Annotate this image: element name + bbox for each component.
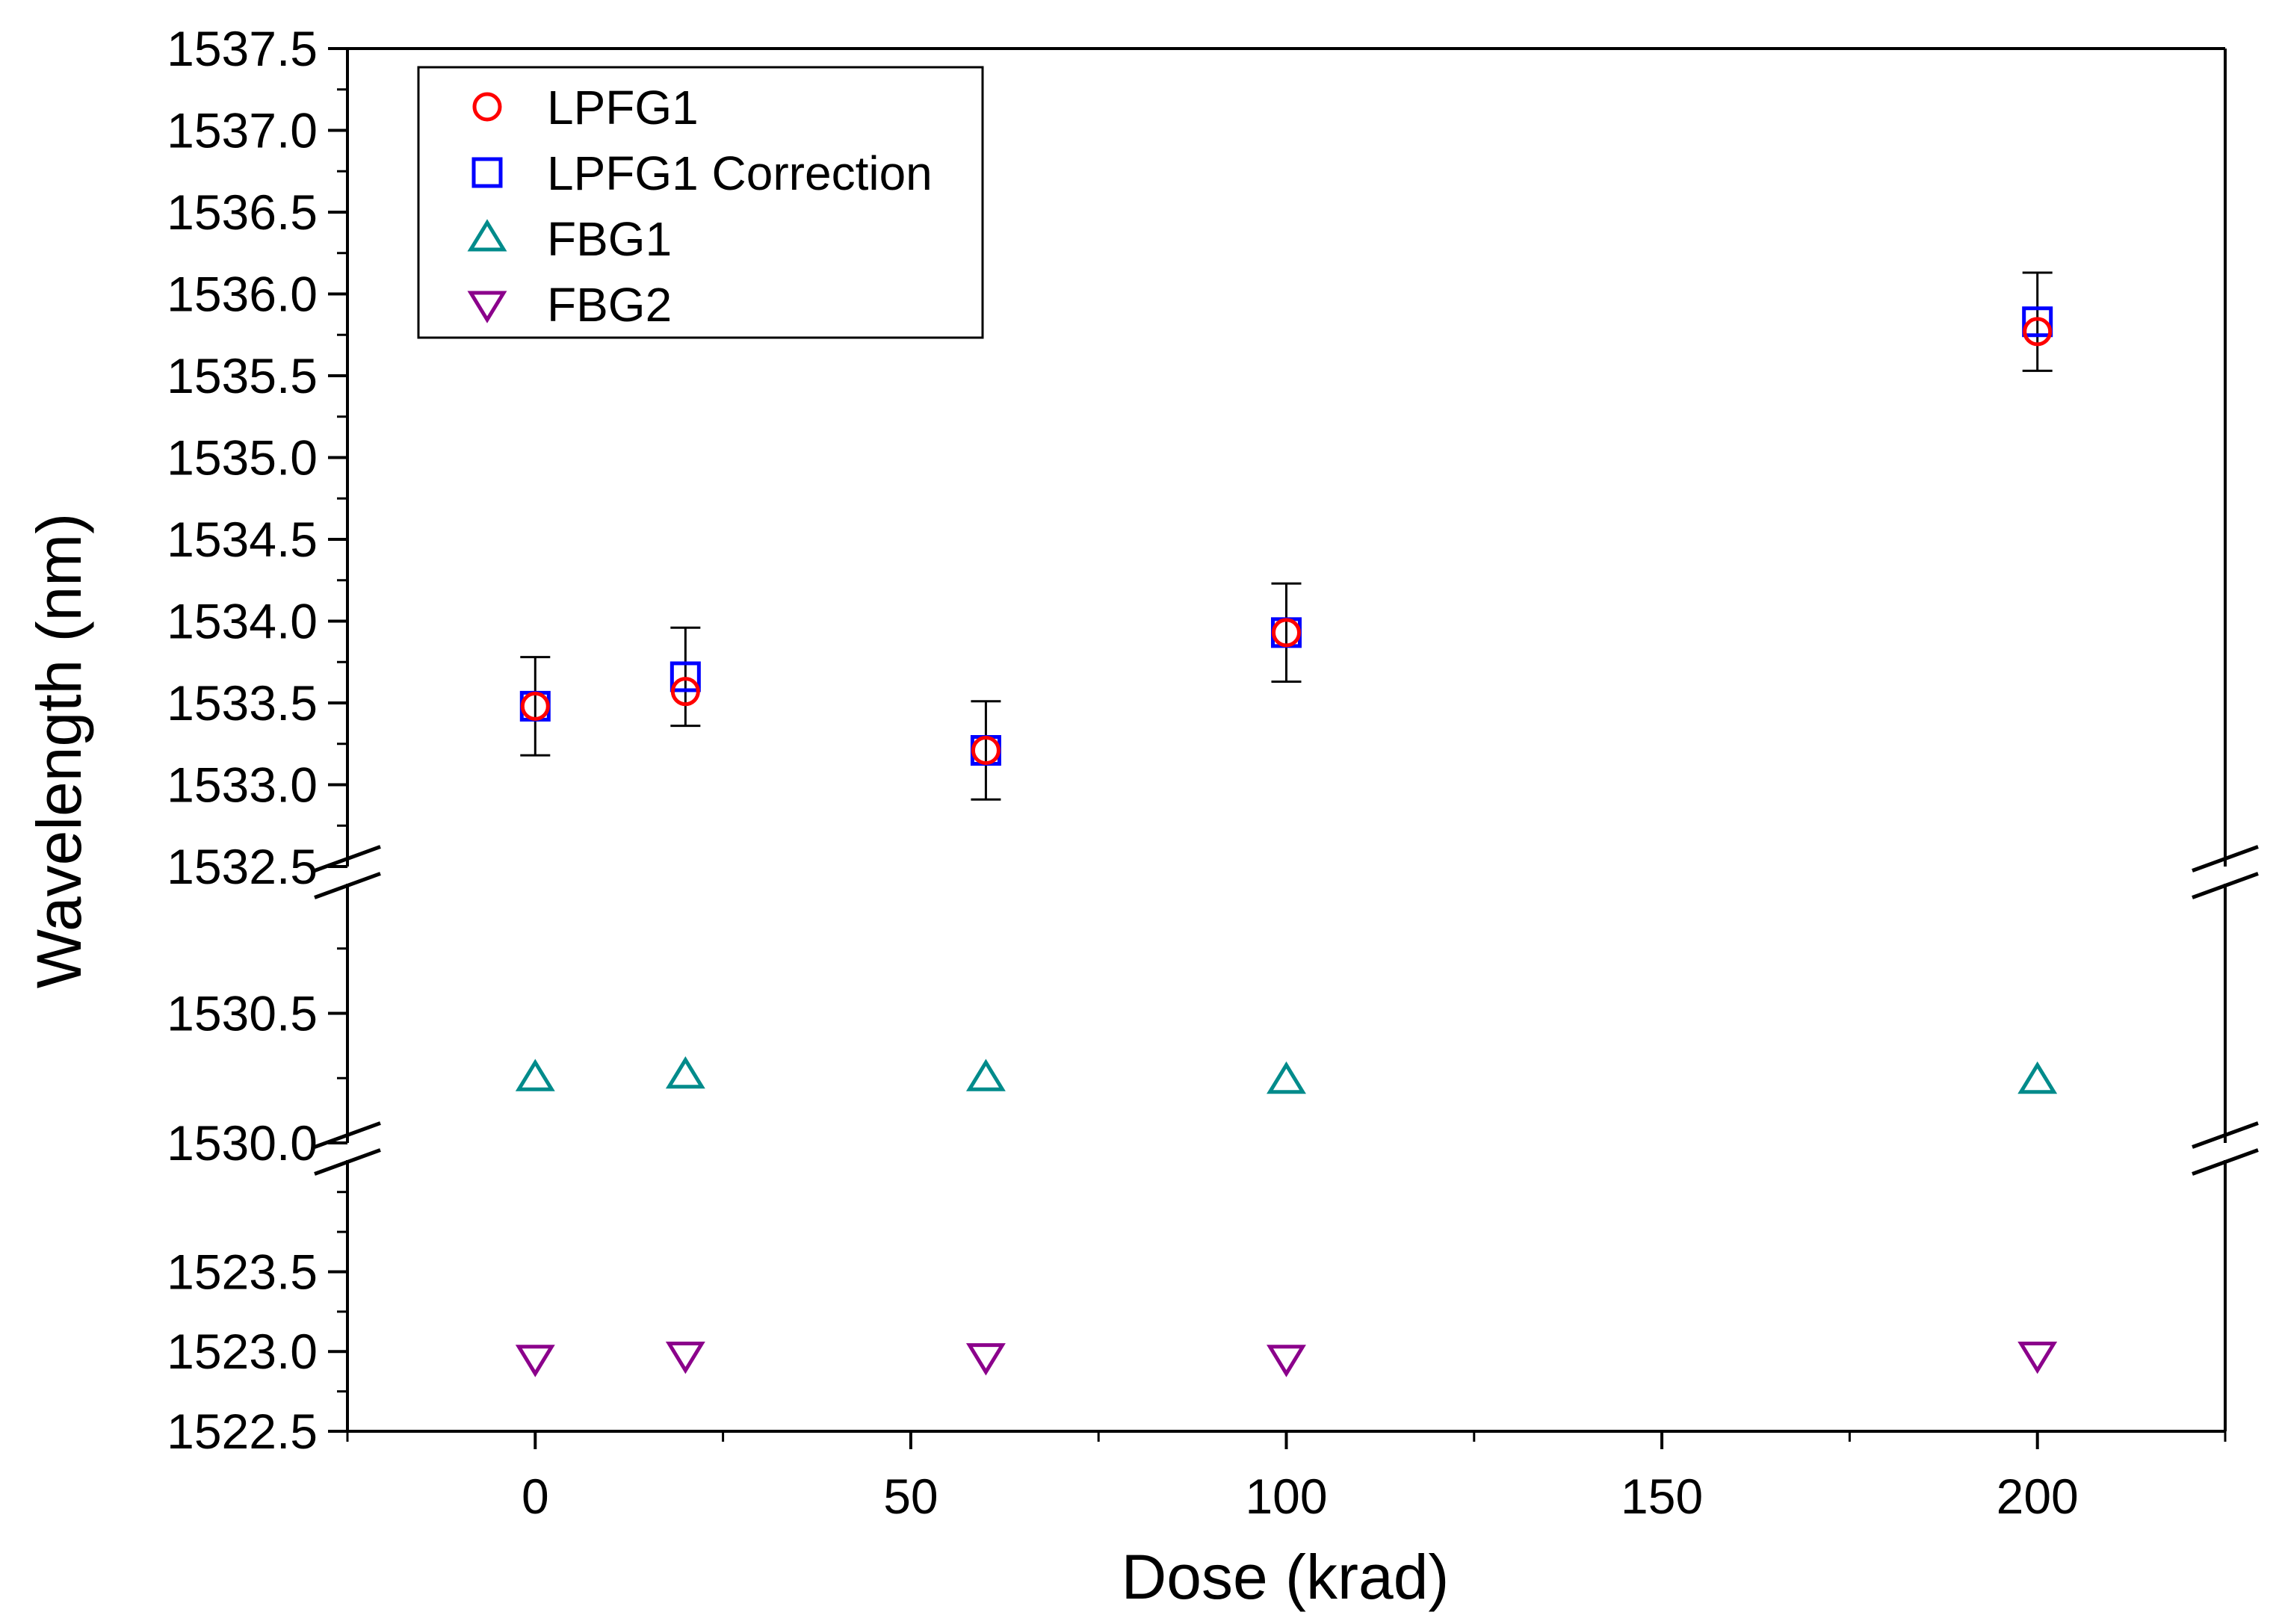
data-point-fbg2 xyxy=(665,1342,705,1374)
axes-layer xyxy=(314,47,2259,1433)
x-tick-label: 150 xyxy=(1621,1469,1703,1524)
legend: LPFG1 LPFG1 Correction FBG1 FBG2 xyxy=(417,66,984,339)
legend-marker-fbg1 xyxy=(467,219,507,252)
x-tick-label: 50 xyxy=(883,1469,938,1524)
y-tick-label: 1536.0 xyxy=(167,267,318,322)
y-tick-label: 1530.5 xyxy=(167,986,318,1041)
axis-break-mark-1-1-b xyxy=(2192,1148,2259,1176)
legend-label-lpfg1-correction: LPFG1 Correction xyxy=(547,146,933,200)
y-tick-label: 1523.5 xyxy=(167,1244,318,1299)
axis-break-mark-1-1-a xyxy=(2192,1121,2259,1149)
y-tick-label: 1533.0 xyxy=(167,757,318,813)
y-tick-label: 1530.0 xyxy=(167,1115,318,1171)
y-tick-label: 1532.5 xyxy=(167,839,318,894)
legend-label-lpfg1: LPFG1 xyxy=(547,81,699,134)
data-point-lpfg1-correction xyxy=(669,661,701,692)
y-axis-title: Wavelength (nm) xyxy=(24,513,94,988)
x-tick-label: 100 xyxy=(1245,1469,1327,1524)
y-tick-label: 1522.5 xyxy=(167,1404,318,1459)
data-point-lpfg1 xyxy=(971,736,1001,766)
data-point-fbg1 xyxy=(965,1059,1006,1091)
legend-box xyxy=(417,66,984,339)
data-point-fbg1 xyxy=(515,1059,555,1091)
data-point-lpfg1 xyxy=(1272,618,1301,648)
axis-break-mark-0-0-b xyxy=(314,872,381,899)
axis-break-mark-1-0-a xyxy=(314,1121,381,1149)
data-point-fbg1 xyxy=(665,1056,705,1089)
data-point-fbg1 xyxy=(2017,1061,2058,1094)
y-tick-label: 1537.0 xyxy=(167,103,318,158)
axis-break-mark-1-0-b xyxy=(314,1148,381,1176)
legend-label-fbg2: FBG2 xyxy=(547,278,672,332)
y-tick-label: 1537.5 xyxy=(167,21,318,76)
y-tick-label: 1533.5 xyxy=(167,675,318,731)
legend-items: LPFG1 LPFG1 Correction FBG1 FBG2 xyxy=(467,81,933,332)
axis-break-mark-0-1-b xyxy=(2192,872,2259,899)
axis-break-mark-0-0-a xyxy=(314,845,381,873)
legend-marker-lpfg1-correction xyxy=(471,157,503,188)
x-tick-label: 200 xyxy=(1997,1469,2079,1524)
legend-marker-fbg2 xyxy=(467,291,507,323)
y-tick-label: 1535.5 xyxy=(167,348,318,403)
y-tick-label: 1534.0 xyxy=(167,594,318,649)
y-tick-label: 1534.5 xyxy=(167,512,318,567)
legend-marker-lpfg1 xyxy=(472,92,502,122)
data-point-fbg2 xyxy=(2017,1342,2058,1374)
data-point-fbg2 xyxy=(515,1345,555,1377)
ticks-layer: 1532.5 1533.0 1533.5 1534.0 1534.5 1535.0 1535… xyxy=(167,21,2227,1524)
y-tick-label: 1536.5 xyxy=(167,185,318,240)
data-layer xyxy=(515,271,2058,1377)
y-tick-label: 1535.0 xyxy=(167,430,318,486)
x-axis-title: Dose (krad) xyxy=(1122,1542,1450,1612)
x-tick-label: 0 xyxy=(522,1469,549,1524)
data-point-lpfg1 xyxy=(2023,317,2053,347)
data-point-fbg2 xyxy=(1267,1345,1306,1377)
data-point-lpfg1-correction xyxy=(2022,306,2053,338)
axis-break-mark-0-1-a xyxy=(2192,845,2259,873)
data-point-lpfg1 xyxy=(670,677,700,707)
data-point-fbg1 xyxy=(1267,1061,1306,1094)
data-point-fbg2 xyxy=(965,1343,1006,1376)
legend-label-fbg1: FBG1 xyxy=(547,212,672,266)
y-tick-label: 1523.0 xyxy=(167,1324,318,1379)
data-point-lpfg1 xyxy=(520,691,550,721)
